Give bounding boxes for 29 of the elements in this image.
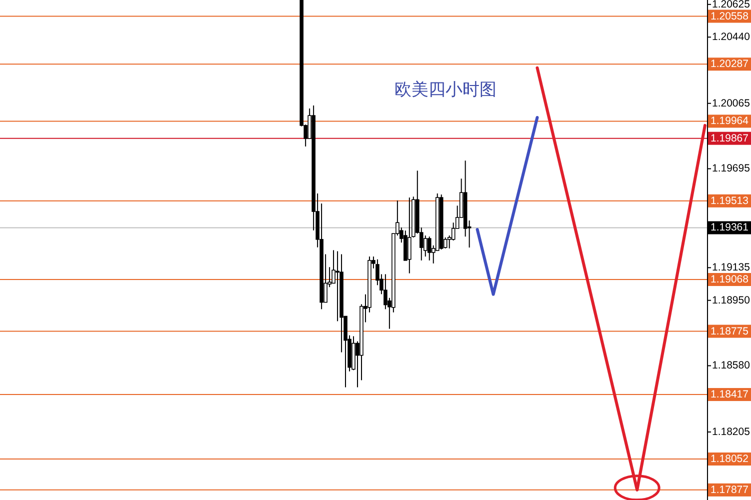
ref-line-label: 1.19513 xyxy=(708,194,751,208)
ref-line-label: 1.20287 xyxy=(710,58,749,70)
y-tick-label: 1.18580 xyxy=(712,360,750,372)
ref-line-label: 1.19068 xyxy=(708,273,751,286)
y-tick-label: 1.19695 xyxy=(712,162,750,175)
y-tick-label: 1.20625 xyxy=(712,0,750,10)
ref-line-label: 1.19964 xyxy=(708,114,751,128)
ref-line-label: 1.18052 xyxy=(708,452,751,466)
ref-line-label: 1.18417 xyxy=(708,388,751,402)
y-tick-label: 1.18950 xyxy=(712,294,750,306)
ref-line-label: 1.20558 xyxy=(710,10,749,22)
ref-line-label: 1.18775 xyxy=(710,325,749,338)
ref-line-label: 1.18417 xyxy=(710,388,749,401)
y-tick-label: 1.20440 xyxy=(712,31,750,44)
y-tick-label: 1.19135 xyxy=(712,262,750,274)
ref-line-label: 1.19513 xyxy=(710,194,749,207)
ref-line-label: 1.19361 xyxy=(708,221,751,234)
ref-line-label: 1.20287 xyxy=(708,58,751,71)
ref-line-label: 1.20558 xyxy=(708,10,751,23)
ref-line-label: 1.19361 xyxy=(710,222,749,234)
ref-line-label: 1.17877 xyxy=(710,484,749,496)
y-tick-label: 1.18205 xyxy=(712,426,750,438)
title: 欧美四小时图 xyxy=(394,80,496,100)
ref-line-label: 1.17877 xyxy=(708,483,751,496)
y-tick-label: 1.20065 xyxy=(712,97,750,110)
ref-line-label: 1.19867 xyxy=(710,132,749,144)
ref-line-label: 1.19867 xyxy=(708,132,751,145)
ref-line-label: 1.18775 xyxy=(708,324,751,338)
ref-line-label: 1.19964 xyxy=(710,115,749,128)
